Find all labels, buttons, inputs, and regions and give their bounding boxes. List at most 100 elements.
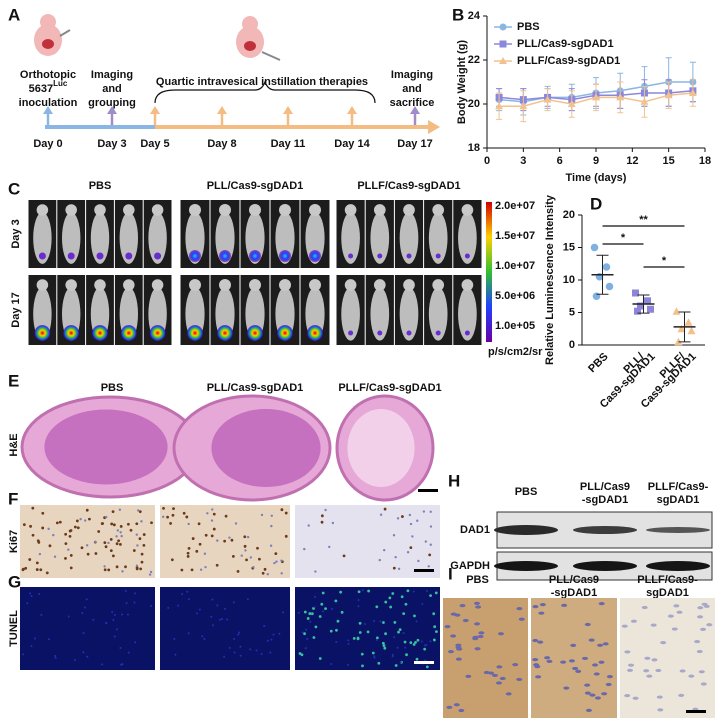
mouse-head <box>189 204 201 216</box>
nucleus <box>465 674 472 678</box>
cell <box>45 571 49 575</box>
signal <box>96 252 104 260</box>
cell <box>307 524 310 527</box>
cell <box>85 544 89 547</box>
cell <box>408 513 412 517</box>
nucleus <box>512 663 519 667</box>
cell <box>314 570 317 573</box>
cell <box>69 554 73 557</box>
mouse-head <box>189 279 201 291</box>
point <box>634 307 641 315</box>
cell <box>24 566 28 570</box>
cell <box>324 607 327 611</box>
x-tick-label: 9 <box>593 155 599 167</box>
tissue-core <box>347 409 415 487</box>
cell <box>126 522 130 526</box>
cell <box>239 654 242 657</box>
cell <box>392 534 396 537</box>
cell <box>136 544 139 547</box>
point <box>632 289 639 297</box>
marker <box>592 93 600 101</box>
cell <box>394 664 398 667</box>
cell <box>409 522 413 526</box>
mouse <box>275 212 295 264</box>
cell <box>312 636 316 639</box>
cell <box>97 530 101 533</box>
cell <box>361 664 364 668</box>
cell <box>119 542 122 546</box>
cell <box>134 592 137 595</box>
nucleus <box>497 632 504 636</box>
cell <box>339 590 343 594</box>
cell <box>306 617 310 620</box>
cell <box>211 508 214 511</box>
cell <box>80 546 84 550</box>
signal <box>219 250 231 262</box>
cell <box>94 552 98 555</box>
cell <box>361 589 364 592</box>
cell <box>170 558 174 562</box>
nucleus <box>570 643 577 647</box>
cell <box>180 568 184 572</box>
nucleus <box>474 622 481 626</box>
marker <box>640 97 649 105</box>
nucleus <box>641 605 648 610</box>
cell <box>427 565 430 568</box>
cell <box>226 618 229 621</box>
panel-letter: A <box>8 5 20 24</box>
cell <box>138 537 142 541</box>
cell <box>115 542 119 546</box>
cell <box>116 529 120 532</box>
cell <box>75 519 79 523</box>
cell <box>263 567 267 571</box>
cell <box>162 507 165 510</box>
cell <box>129 528 133 532</box>
x-tick-label: 0 <box>484 155 490 167</box>
cell <box>258 557 261 561</box>
x-tick-label: 6 <box>557 155 563 167</box>
axis-label: H&E <box>8 433 20 456</box>
day-arrowhead <box>347 106 357 114</box>
signal <box>435 330 441 336</box>
cell <box>109 549 113 553</box>
panel-letter: E <box>8 371 19 390</box>
cell <box>347 639 350 642</box>
cell <box>216 539 219 542</box>
cell <box>140 552 144 556</box>
nucleus <box>643 669 650 673</box>
cell <box>423 647 427 651</box>
cell <box>384 632 387 636</box>
cell <box>29 592 32 595</box>
cell <box>103 541 107 544</box>
cell <box>310 612 314 616</box>
nucleus <box>630 619 637 623</box>
cell <box>304 647 307 650</box>
cell <box>26 602 29 605</box>
cell <box>409 546 413 550</box>
cell <box>31 506 35 510</box>
cell <box>375 605 379 609</box>
cell <box>190 568 194 572</box>
mouse-icon <box>34 14 71 56</box>
mouse-head <box>461 204 474 216</box>
mouse-head <box>461 279 474 291</box>
micrograph <box>20 505 155 578</box>
cell <box>30 595 33 598</box>
label: sacrifice <box>390 97 435 109</box>
cell <box>357 599 360 602</box>
cell <box>396 646 399 649</box>
nucleus <box>671 627 678 631</box>
cell <box>266 639 269 642</box>
cell <box>101 663 104 666</box>
cell <box>347 642 350 645</box>
cell <box>425 589 428 592</box>
signal <box>187 325 203 341</box>
mouse-head <box>249 279 261 291</box>
cell <box>423 644 426 647</box>
label-superscript: Luc <box>53 79 68 88</box>
cell <box>314 625 318 629</box>
nucleus <box>446 705 453 709</box>
nucleus <box>605 682 612 687</box>
cell <box>28 558 32 561</box>
mouse-head <box>344 279 357 291</box>
